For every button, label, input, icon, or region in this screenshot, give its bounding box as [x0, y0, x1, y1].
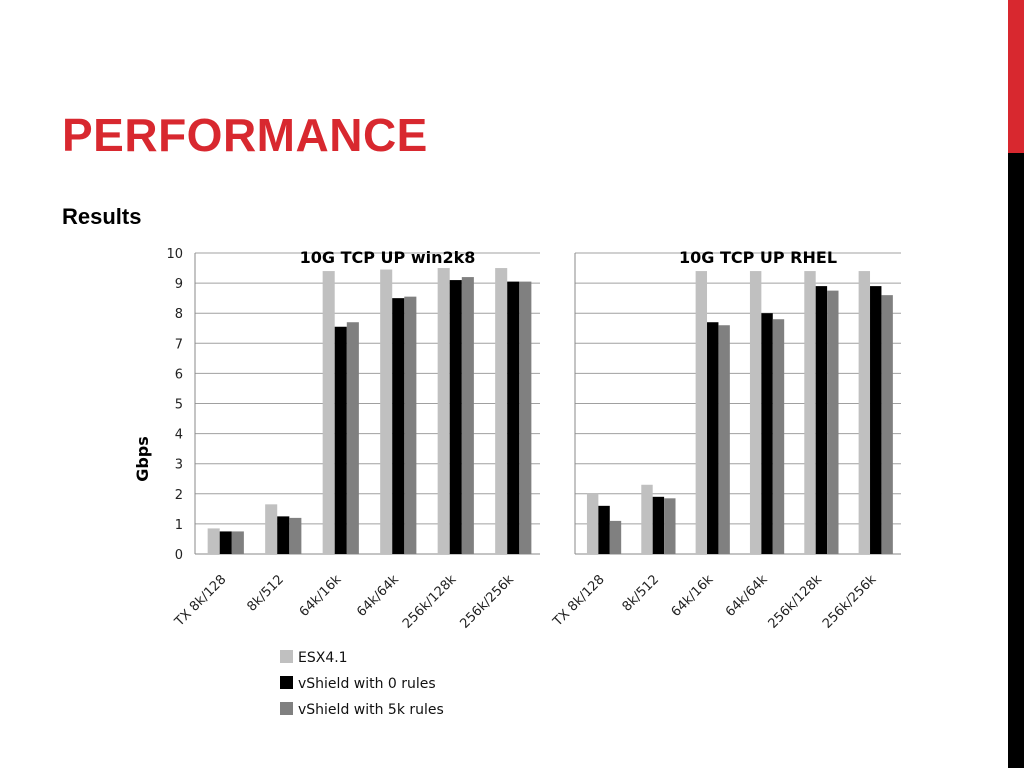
bar	[858, 271, 871, 554]
bar	[289, 517, 302, 554]
bar	[870, 286, 882, 554]
bar	[449, 280, 462, 554]
y-tick-label: 8	[175, 307, 183, 322]
bar	[380, 269, 393, 554]
accent-bar-red	[1008, 0, 1024, 153]
x-tick-label: TX 8k/128	[171, 572, 229, 630]
x-tick-label: 256k/128k	[400, 572, 460, 632]
slide-title: PERFORMANCE	[62, 109, 428, 161]
legend-swatch	[280, 676, 293, 689]
x-tick-label: 256k/256k	[458, 572, 518, 632]
y-tick-label: 5	[175, 398, 183, 413]
chart-title: 10G TCP UP win2k8	[300, 248, 476, 267]
bar	[707, 322, 719, 554]
y-tick-label: 0	[175, 548, 183, 563]
bar	[827, 290, 839, 554]
bar	[265, 504, 278, 554]
x-tick-label: 64k/64k	[354, 572, 402, 620]
bar	[772, 319, 785, 554]
bar	[664, 498, 676, 554]
legend-entry: vShield with 0 rules	[298, 676, 436, 692]
bar	[695, 271, 708, 554]
bar	[761, 313, 773, 554]
y-axis-title: Gbps	[133, 436, 152, 482]
bar	[404, 296, 417, 554]
bar	[219, 531, 232, 554]
bar	[881, 295, 893, 554]
legend-entry: vShield with 5k rules	[298, 702, 444, 718]
bar	[652, 496, 665, 554]
chart-title: 10G TCP UP RHEL	[679, 248, 837, 267]
bar	[207, 528, 220, 554]
bar	[437, 268, 450, 554]
bar	[334, 326, 347, 554]
bar	[718, 325, 730, 554]
bar	[598, 505, 610, 554]
x-tick-label: 256k/128k	[766, 572, 826, 632]
bar	[609, 520, 622, 554]
bar	[804, 271, 816, 554]
bar	[277, 516, 290, 554]
bar	[231, 531, 244, 554]
x-tick-label: 8k/512	[620, 572, 662, 614]
bar	[815, 286, 828, 554]
y-tick-label: 2	[175, 488, 183, 503]
performance-chart: 0 1 2 3 4 5 6 7 8 9 10 10G TCP UP win2k8 TX 8k/128 8k…	[133, 247, 901, 718]
x-tick-label: TX 8k/128	[550, 572, 608, 630]
x-tick-label: 64k/16k	[297, 572, 345, 620]
bar	[346, 322, 359, 554]
x-tick-label: 64k/16k	[669, 572, 717, 620]
bar	[392, 298, 405, 554]
bar	[507, 281, 520, 554]
bar	[749, 271, 762, 554]
x-tick-label: 256k/256k	[820, 572, 880, 632]
y-tick-label: 9	[175, 277, 183, 292]
bar	[586, 493, 599, 554]
accent-bar-black	[1008, 153, 1024, 768]
y-tick-label: 7	[175, 337, 183, 352]
legend-entry: ESX4.1	[298, 650, 348, 666]
bar	[461, 277, 474, 554]
x-tick-label: 64k/64k	[723, 572, 771, 620]
y-tick-label: 3	[175, 458, 183, 473]
slide-subtitle: Results	[62, 204, 142, 229]
y-tick-label: 1	[175, 518, 183, 533]
bar	[641, 484, 653, 554]
y-tick-label: 4	[175, 428, 183, 443]
y-tick-label: 10	[166, 247, 183, 262]
legend-swatch	[280, 650, 293, 663]
x-tick-label: 8k/512	[245, 572, 287, 614]
bar	[519, 281, 532, 554]
legend-swatch	[280, 702, 293, 715]
bar	[322, 271, 335, 554]
bar	[495, 268, 508, 554]
y-tick-label: 6	[175, 367, 183, 382]
